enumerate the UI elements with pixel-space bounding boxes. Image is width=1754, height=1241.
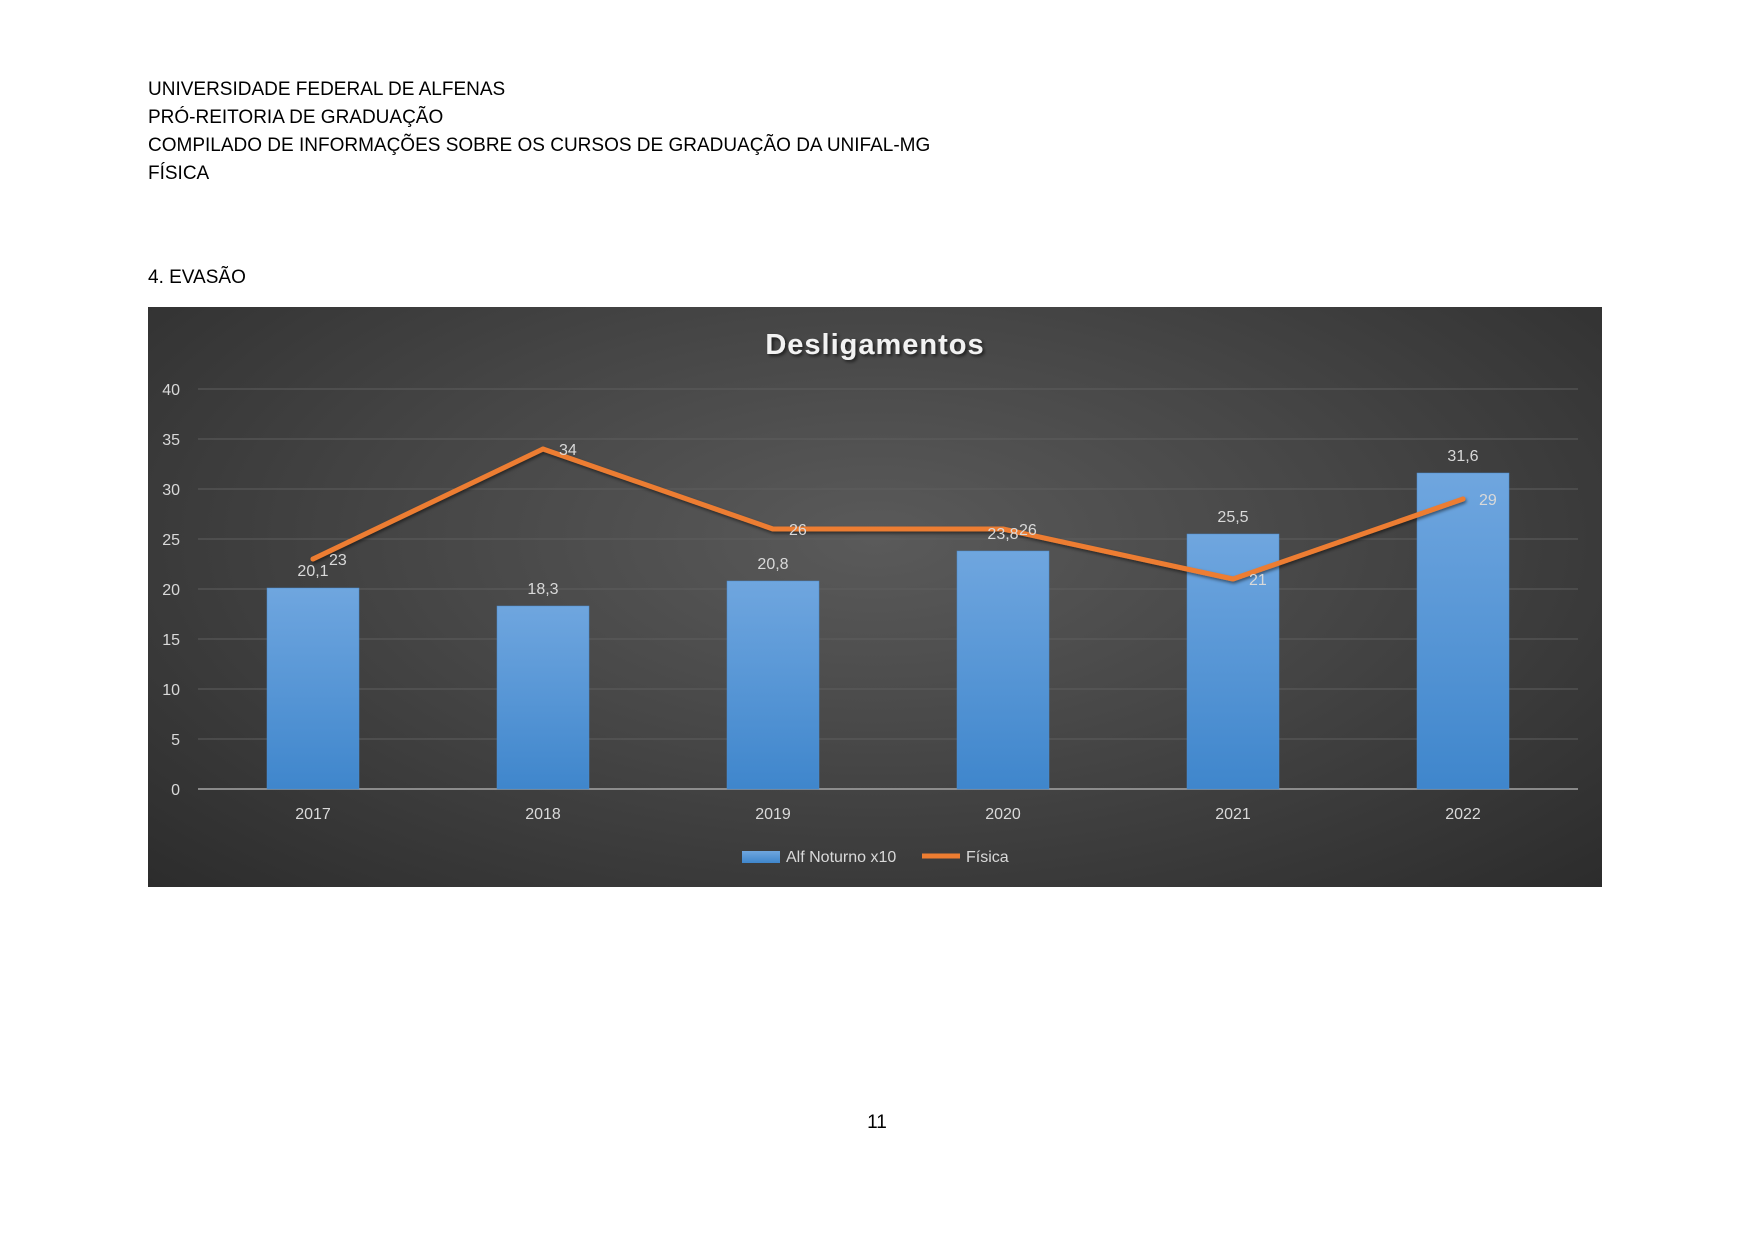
x-axis: 2017 2018 2019 2020 2021 2022 <box>295 806 1481 823</box>
line-point <box>770 526 776 532</box>
x-tick-label: 2022 <box>1445 806 1481 823</box>
gridlines <box>198 388 1578 790</box>
line-data-label: 23 <box>329 552 347 569</box>
x-tick-label: 2021 <box>1215 806 1251 823</box>
bar-data-label: 31,6 <box>1447 448 1478 465</box>
y-tick-label: 35 <box>162 432 180 449</box>
bar-data-label: 23,8 <box>987 526 1018 543</box>
bar <box>956 550 1050 790</box>
bar-data-label: 18,3 <box>527 581 558 598</box>
page-number: 11 <box>867 1112 887 1133</box>
line-data-label: 21 <box>1249 572 1267 589</box>
line-data-label: 26 <box>789 522 807 539</box>
line-point <box>1460 496 1466 502</box>
y-axis: 0 5 10 15 20 25 30 35 40 <box>162 382 180 799</box>
data-labels: 20,1 18,3 20,8 23,8 25,5 31,6 23 34 26 26 21 29 <box>297 442 1496 598</box>
legend-label-line: Física <box>966 849 1009 866</box>
section-title: 4. EVASÃO <box>148 267 246 288</box>
document-header: UNIVERSIDADE FEDERAL DE ALFENAS PRÓ-REIT… <box>148 76 930 188</box>
y-tick-label: 20 <box>162 582 180 599</box>
y-tick-label: 15 <box>162 632 180 649</box>
x-tick-label: 2019 <box>755 806 791 823</box>
bar <box>1416 472 1510 790</box>
line-data-label: 26 <box>1019 522 1037 539</box>
line-point <box>310 556 316 562</box>
y-tick-label: 30 <box>162 482 180 499</box>
y-tick-label: 10 <box>162 682 180 699</box>
y-tick-label: 0 <box>171 782 180 799</box>
bar-data-label: 25,5 <box>1217 509 1248 526</box>
bar <box>726 580 820 790</box>
legend: Alf Noturno x10 Física <box>742 849 1009 866</box>
legend-label-bar: Alf Noturno x10 <box>786 849 896 866</box>
x-tick-label: 2020 <box>985 806 1021 823</box>
department-name: PRÓ-REITORIA DE GRADUAÇÃO <box>148 107 444 128</box>
line-data-label: 29 <box>1479 492 1497 509</box>
line-point <box>1230 576 1236 582</box>
bar-series <box>266 472 1510 790</box>
bar <box>266 587 360 790</box>
line-point <box>1000 526 1006 532</box>
line-fisica <box>310 446 1466 582</box>
course-name: FÍSICA <box>148 163 210 184</box>
y-tick-label: 25 <box>162 532 180 549</box>
line-series <box>310 446 1466 582</box>
line-point <box>540 446 546 452</box>
line-data-label: 34 <box>559 442 577 459</box>
y-tick-label: 40 <box>162 382 180 399</box>
chart-container: Desligamentos 0 5 10 15 20 25 30 35 40 2017 2018 2… <box>148 307 1602 887</box>
y-tick-label: 5 <box>171 732 180 749</box>
bar-data-label: 20,8 <box>757 556 788 573</box>
university-name: UNIVERSIDADE FEDERAL DE ALFENAS <box>148 79 506 100</box>
legend-swatch-bar <box>742 851 780 863</box>
x-tick-label: 2017 <box>295 806 331 823</box>
x-tick-label: 2018 <box>525 806 561 823</box>
bar <box>496 605 590 790</box>
bar-data-label: 20,1 <box>297 563 328 580</box>
document-subtitle: COMPILADO DE INFORMAÇÕES SOBRE OS CURSOS… <box>148 135 931 156</box>
chart-title: Desligamentos <box>765 329 984 361</box>
